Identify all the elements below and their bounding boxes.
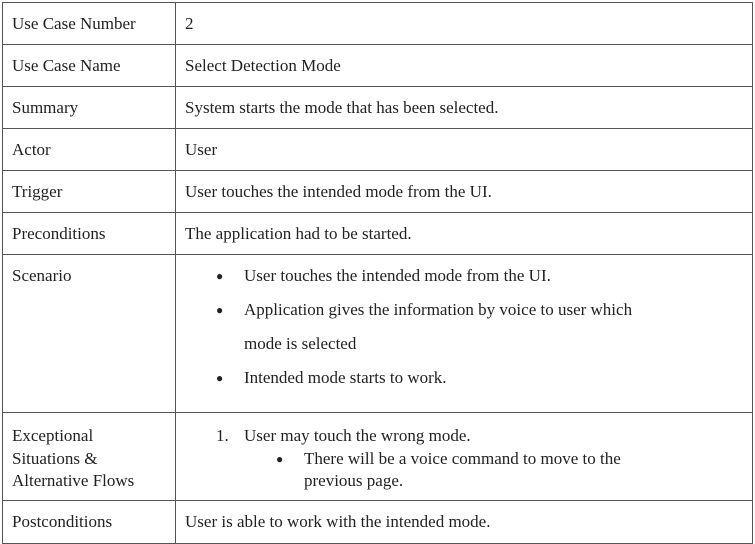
row-summary: Summary System starts the mode that has … (2, 86, 753, 129)
label-preconditions: Preconditions (12, 224, 106, 243)
label-actor: Actor (12, 140, 51, 159)
value-preconditions: The application had to be started. (185, 224, 412, 243)
exceptional-sub-list: There will be a voice command to move to… (244, 448, 752, 493)
value-use-case-number: 2 (185, 14, 194, 33)
scenario-list: User touches the intended mode from the … (176, 259, 752, 395)
value-actor: User (185, 140, 218, 159)
label-use-case-number: Use Case Number (12, 14, 136, 33)
row-postconditions: Postconditions User is able to work with… (2, 500, 753, 544)
exceptional-list: 1. User may touch the wrong mode. There … (176, 413, 752, 493)
scenario-item-continuation: mode is selected (244, 334, 357, 353)
label-summary: Summary (12, 98, 79, 117)
label-use-case-name: Use Case Name (12, 56, 121, 75)
exceptional-item: 1. User may touch the wrong mode. There … (216, 425, 752, 493)
exceptional-item-text: User may touch the wrong mode. (244, 426, 471, 445)
exceptional-item-number: 1. (216, 426, 229, 445)
row-trigger: Trigger User touches the intended mode f… (2, 170, 753, 213)
row-actor: Actor User (2, 128, 753, 171)
scenario-item: Intended mode starts to work. (216, 361, 752, 395)
value-postconditions: User is able to work with the intended m… (185, 512, 491, 531)
label-exceptional-line: Situations & (12, 448, 98, 468)
label-trigger: Trigger (12, 182, 63, 201)
row-use-case-number: Use Case Number 2 (2, 2, 753, 45)
label-exceptional: Exceptional Situations & Alternative Flo… (3, 413, 175, 493)
exceptional-sub-item-line: There will be a voice command to move to… (304, 448, 621, 468)
label-exceptional-line: Exceptional (12, 426, 94, 445)
row-use-case-name: Use Case Name Select Detection Mode (2, 44, 753, 87)
label-scenario: Scenario (12, 266, 72, 285)
scenario-item: User touches the intended mode from the … (216, 259, 752, 293)
row-scenario: Scenario User touches the intended mode … (2, 254, 753, 413)
value-use-case-name: Select Detection Mode (185, 56, 341, 75)
value-summary: System starts the mode that has been sel… (185, 98, 499, 117)
label-postconditions: Postconditions (12, 512, 113, 531)
exceptional-sub-item: There will be a voice command to move to… (276, 448, 752, 493)
exceptional-sub-item-line: previous page. (304, 471, 404, 490)
value-trigger: User touches the intended mode from the … (185, 182, 492, 201)
row-exceptional: Exceptional Situations & Alternative Flo… (2, 412, 753, 501)
label-exceptional-line: Alternative Flows (12, 471, 135, 490)
row-preconditions: Preconditions The application had to be … (2, 212, 753, 255)
scenario-item: Application gives the information by voi… (216, 293, 752, 327)
